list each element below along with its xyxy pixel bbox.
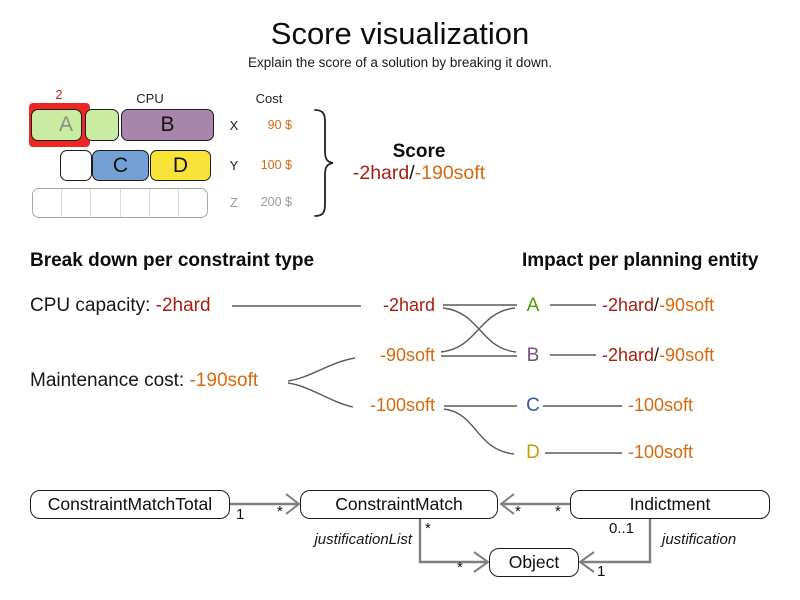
cpu-column-header: CPU [136,91,164,106]
entity-b-separator: / [654,345,660,365]
empty-slot [121,189,150,217]
entity-a-separator: / [654,295,660,315]
multiplicity-cmt-one: 1 [236,506,245,523]
curve-100soft-to-entity-d [443,408,515,455]
overload-count-label: 2 [55,87,63,102]
curve-90soft-to-entity-a [440,307,516,353]
process-block-c: C [92,150,149,181]
entity-a-label: A [526,295,540,316]
multiplicity-ind-to-cm-left: * [515,503,521,520]
uml-class-constraint-match-total: ConstraintMatchTotal [30,490,230,519]
uml-arrowhead-into-object-left [473,551,490,573]
multiplicity-object-one: 1 [597,563,606,580]
entity-b-soft: -90soft [659,345,715,365]
entity-c-label: C [526,395,540,416]
empty-slot [150,189,179,217]
role-label-justification-list: justificationList [314,531,412,548]
entity-a-hard: -2hard [602,295,655,315]
entity-d-impact-value: -100soft [628,442,693,463]
curve-2hard-to-entity-b [442,307,517,353]
score-separator: / [409,162,415,184]
machine-label-x: X [229,118,239,133]
entity-d-label: D [526,442,540,463]
multiplicity-cmt-many: * [277,503,283,520]
uml-class-object: Object [489,548,579,577]
constraint-value-hard: -2hard [155,295,211,316]
entity-c-soft: -100soft [628,395,694,415]
machine-y-cost: 100 $ [260,158,292,172]
process-block-d: D [150,150,211,181]
page-title: Score visualization [270,16,530,51]
impact-heading: Impact per planning entity [522,250,759,271]
entity-b-impact-value: -2hard/-90soft [602,345,714,366]
machine-label-y: Y [229,158,239,173]
empty-slot [91,189,121,217]
match-total-100soft: -100soft [369,395,435,415]
machine-x-cost: 90 $ [267,118,292,132]
breakdown-heading: Break down per constraint type [30,250,315,271]
uml-arrowhead-into-object-right [578,551,595,573]
entity-c-impact-value: -100soft [628,395,693,416]
multiplicity-ind-zero-one: 0..1 [609,520,635,537]
match-total-90soft: -90soft [379,345,435,365]
entity-a-impact-value: -2hard/-90soft [602,295,714,316]
uml-class-indictment: Indictment [570,490,770,519]
entity-b-label: B [526,345,540,366]
constraint-row-maintenance-cost: Maintenance cost: -190soft [30,370,258,392]
constraint-row-cpu-capacity: CPU capacity: -2hard [30,295,211,317]
uml-class-constraint-match: ConstraintMatch [300,490,498,519]
empty-slot [62,189,92,217]
machine-z-cost: 200 $ [260,195,292,209]
match-total-2hard: -2hard [382,295,435,315]
multiplicity-cm-to-object-dst: * [457,559,463,576]
score-soft-value: -190soft [414,162,486,184]
empty-slot [33,189,63,217]
machine-label-z: Z [230,195,238,210]
constraint-label: Maintenance cost: [30,370,190,391]
uml-arrowhead-into-cm-left [499,493,515,515]
role-label-justification: justification [662,531,737,548]
multiplicity-cm-to-object-src: * [425,520,431,537]
score-value: -2hard/-190soft [331,162,507,185]
empty-slot [179,189,207,217]
score-hard-value: -2hard [352,162,410,184]
process-block-a: A [31,109,82,141]
machine-z-empty-slots [32,188,208,218]
score-label: Score [392,141,446,162]
constraint-label: CPU capacity: [30,295,156,316]
process-block-b: B [121,109,214,141]
page-subtitle: Explain the score of a solution by break… [248,55,552,70]
constraint-value-soft: -190soft [189,370,259,391]
process-block-a-extra [85,109,119,141]
entity-d-soft: -100soft [628,442,694,462]
multiplicity-ind-to-cm-right: * [555,503,561,520]
cost-column-header: Cost [255,91,283,106]
empty-capacity-block [60,150,92,181]
entity-b-hard: -2hard [602,345,655,365]
uml-arrowhead-into-cm-right [285,493,301,515]
entity-a-soft: -90soft [659,295,715,315]
